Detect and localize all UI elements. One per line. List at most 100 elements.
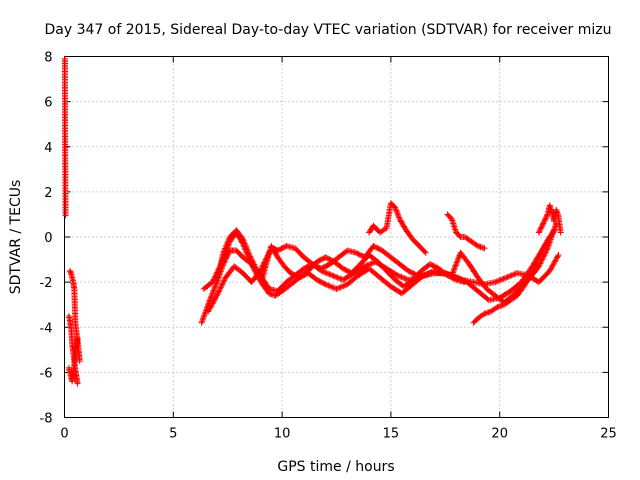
data-point: [211, 296, 218, 303]
data-point: [522, 279, 529, 286]
data-point: [422, 249, 429, 256]
data-point: [336, 284, 343, 291]
data-point: [543, 239, 550, 246]
data-point: [543, 214, 550, 221]
data-point: [394, 272, 401, 279]
data-point: [217, 285, 224, 292]
data-point: [549, 230, 556, 237]
y-axis-label: SDTVAR / TECUs: [8, 180, 24, 295]
data-point: [529, 268, 536, 275]
data-point: [269, 245, 276, 252]
data-point: [242, 241, 249, 248]
data-point: [360, 264, 367, 271]
data-point: [392, 206, 399, 213]
data-point: [461, 279, 468, 286]
data-point: [210, 287, 217, 294]
data-point: [249, 258, 256, 265]
data-point: [218, 282, 225, 289]
data-point: [497, 276, 504, 283]
data-point: [67, 268, 74, 275]
y-tick-label: 4: [44, 141, 52, 156]
data-point: [473, 242, 480, 249]
x-tick-label: 25: [600, 427, 617, 442]
data-point: [401, 224, 408, 231]
data-point: [213, 280, 220, 287]
data-point: [396, 215, 403, 222]
data-point: [531, 264, 538, 271]
data-point: [538, 249, 545, 256]
data-point: [337, 284, 344, 291]
data-point: [394, 210, 401, 217]
data-point: [211, 286, 218, 293]
data-point: [268, 244, 275, 251]
data-point: [507, 272, 514, 279]
data-point: [537, 226, 544, 233]
data-point: [545, 236, 552, 243]
data-point: [533, 258, 540, 265]
x-tick-label: 15: [383, 427, 400, 442]
data-point: [338, 283, 345, 290]
data-point: [323, 270, 330, 277]
data-point: [244, 247, 251, 254]
data-point: [421, 248, 428, 255]
data-point: [243, 244, 250, 251]
data-point: [334, 285, 341, 292]
data-point: [325, 270, 332, 277]
data-point: [222, 244, 229, 251]
data-point: [524, 276, 531, 283]
data-point: [543, 212, 550, 219]
data-point: [225, 238, 232, 245]
data-point: [325, 282, 332, 289]
data-point: [532, 261, 539, 268]
data-point: [454, 256, 461, 263]
data-point: [211, 284, 218, 291]
data-point: [207, 304, 214, 311]
data-point: [221, 277, 228, 284]
data-point: [216, 287, 223, 294]
data-point: [536, 228, 543, 235]
data-point: [210, 299, 217, 306]
data-point: [400, 222, 407, 229]
data-point: [526, 273, 533, 280]
data-point: [241, 240, 248, 247]
data-point: [363, 262, 370, 269]
data-point: [540, 219, 547, 226]
data-point: [542, 215, 549, 222]
data-point: [392, 204, 399, 211]
data-point: [520, 283, 527, 290]
data-point: [493, 278, 500, 285]
data-point: [326, 283, 333, 290]
x-axis-label: GPS time / hours: [277, 459, 394, 475]
data-point: [540, 244, 547, 251]
data-point: [451, 265, 458, 272]
y-tick-label: -6: [40, 366, 53, 381]
data-point: [396, 214, 403, 221]
data-point: [450, 268, 457, 275]
data-point: [214, 291, 221, 298]
grid: [64, 56, 609, 418]
data-point: [536, 253, 543, 260]
data-point: [542, 241, 549, 248]
data-point: [205, 307, 212, 314]
data-point: [537, 225, 544, 232]
y-tick-label: 6: [44, 96, 52, 111]
data-point: [220, 249, 227, 256]
data-point: [341, 282, 348, 289]
y-tick-label: 2: [44, 186, 52, 201]
x-tick-label: 0: [60, 427, 68, 442]
data-point: [524, 277, 531, 284]
data-point: [326, 271, 333, 278]
data-point: [397, 217, 404, 224]
data-point: [208, 291, 215, 298]
data-point: [328, 283, 335, 290]
data-point: [549, 262, 556, 269]
chart-title: Day 347 of 2015, Sidereal Day-to-day VTE…: [45, 22, 612, 38]
data-point: [208, 301, 215, 308]
data-point: [395, 213, 402, 220]
data-point: [219, 281, 226, 288]
data-point: [530, 265, 537, 272]
data-point: [529, 266, 536, 273]
data-point: [481, 245, 488, 252]
y-tick-label: -2: [40, 276, 53, 291]
data-point: [542, 216, 549, 223]
